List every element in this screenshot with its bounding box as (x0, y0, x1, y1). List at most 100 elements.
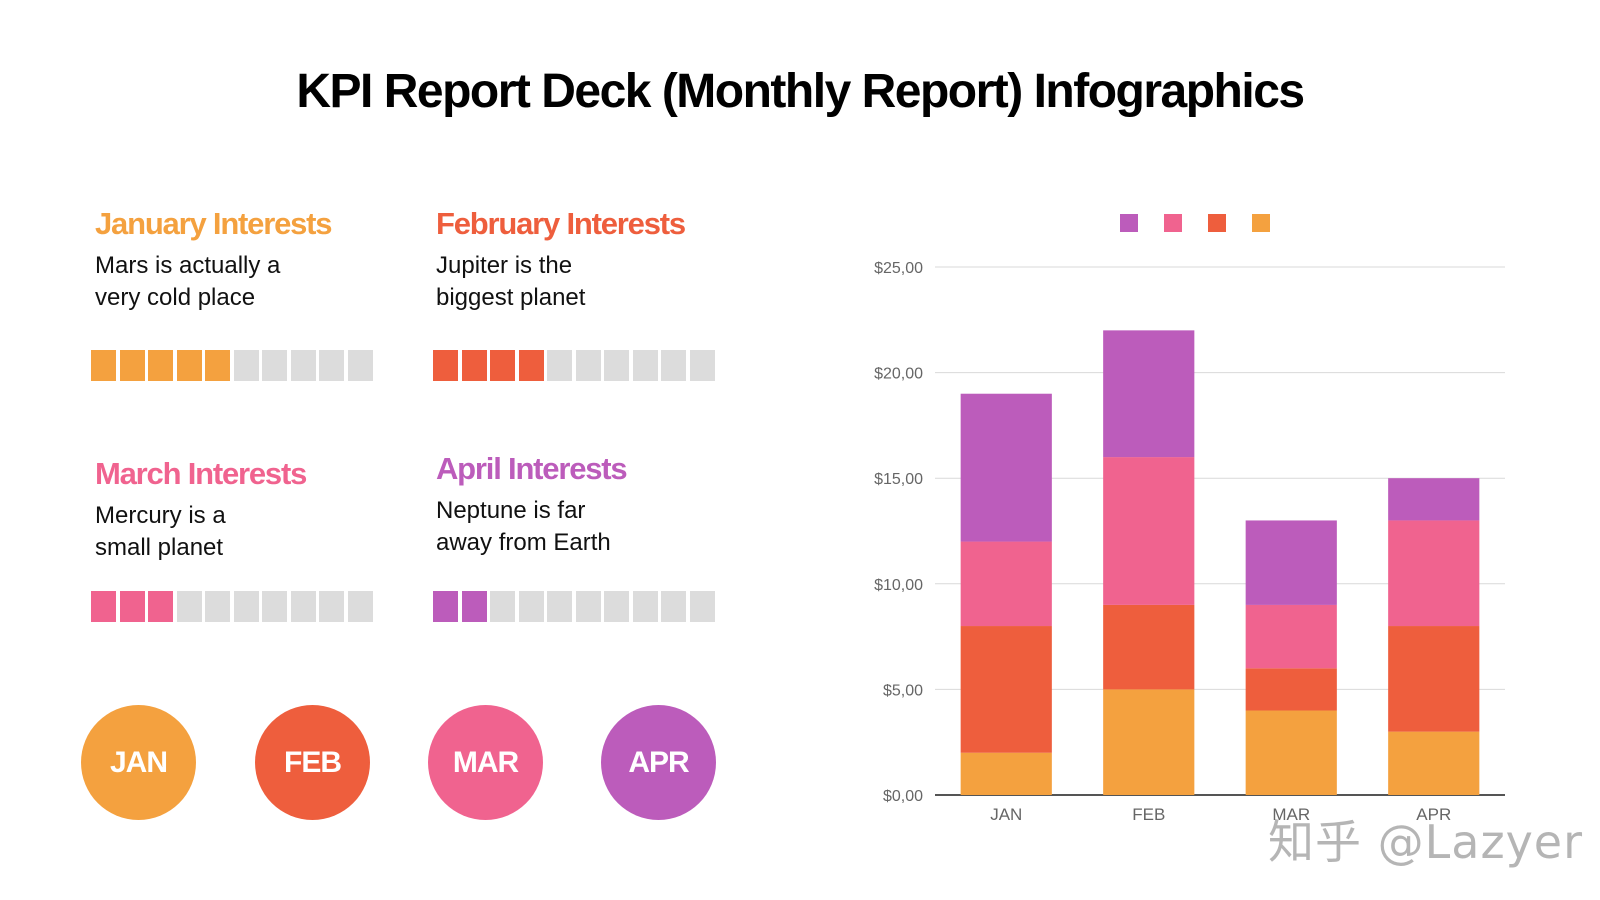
progress-cell-filled (518, 350, 544, 381)
progress-cell-filled (119, 350, 145, 381)
progress-cell-empty (319, 350, 344, 381)
progress-cell-empty (233, 591, 259, 622)
progress-cell-empty (575, 591, 601, 622)
bar-segment-mar-3 (1245, 520, 1337, 605)
legend-swatch (1252, 214, 1270, 232)
month-circle-apr: APR (601, 705, 716, 820)
progress-cell-empty (632, 350, 658, 381)
kpi-april: April Interests Neptune is far away from… (436, 451, 736, 559)
progress-cell-filled (433, 591, 458, 622)
kpi-description-line: Mercury is a (95, 502, 226, 529)
month-circle-feb: FEB (255, 705, 370, 820)
progress-cell-empty (319, 591, 344, 622)
x-tick-label: FEB (1132, 805, 1165, 824)
kpi-description: Mars is actually a very cold place (95, 250, 395, 314)
kpi-description-line: very cold place (95, 284, 256, 311)
progress-cell-filled (176, 350, 202, 381)
progress-cell-empty (233, 350, 259, 381)
progress-cell-empty (290, 591, 316, 622)
kpi-description: Jupiter is the biggest planet (436, 250, 736, 314)
kpi-progress-bar (433, 591, 718, 622)
x-tick-label: JAN (990, 805, 1022, 824)
progress-cell-filled (205, 350, 230, 381)
progress-cell-empty (547, 591, 572, 622)
progress-cell-empty (689, 350, 715, 381)
progress-cell-empty (262, 350, 287, 381)
bar-segment-mar-1 (1245, 668, 1337, 711)
progress-cell-empty (632, 591, 658, 622)
bar-segment-feb-0 (1103, 689, 1195, 795)
bar-segment-jan-1 (960, 626, 1052, 753)
x-tick-label: APR (1416, 805, 1451, 824)
kpi-january: January Interests Mars is actually a ver… (95, 206, 395, 314)
progress-cell-filled (148, 591, 173, 622)
kpi-progress-bar (91, 350, 376, 381)
month-circle-mar: MAR (428, 705, 543, 820)
progress-cell-filled (461, 350, 487, 381)
kpi-description-line: Mars is actually a (95, 252, 281, 279)
y-tick-label: $10,00 (874, 577, 923, 594)
bar-segment-apr-1 (1388, 626, 1480, 732)
y-tick-label: $20,00 (874, 366, 923, 383)
progress-cell-filled (490, 350, 515, 381)
bar-segment-jan-2 (960, 541, 1052, 627)
kpi-heading: March Interests (95, 456, 307, 491)
kpi-heading: January Interests (95, 206, 333, 241)
bar-segment-apr-3 (1388, 478, 1480, 521)
kpi-description-line: away from Earth (436, 529, 611, 556)
progress-cell-filled (461, 591, 487, 622)
progress-cell-empty (661, 591, 686, 622)
progress-cell-filled (148, 350, 173, 381)
chart-legend (1120, 214, 1296, 232)
progress-cell-filled (433, 350, 458, 381)
progress-cell-empty (547, 350, 572, 381)
page-title: KPI Report Deck (Monthly Report) Infogra… (296, 65, 1305, 118)
kpi-progress-bar (433, 350, 718, 381)
kpi-description: Mercury is a small planet (95, 500, 395, 564)
kpi-description-line: biggest planet (436, 284, 586, 311)
progress-cell-empty (661, 350, 686, 381)
y-tick-label: $5,00 (883, 682, 923, 699)
bar-segment-jan-3 (960, 393, 1052, 542)
bar-segment-jan-0 (960, 752, 1052, 795)
watermark: 知乎 @Lazyer (1268, 815, 1584, 869)
kpi-description-line: Neptune is far (436, 497, 586, 524)
legend-swatch (1208, 214, 1226, 232)
x-tick-label: MAR (1272, 805, 1310, 824)
kpi-description-line: small planet (95, 534, 224, 561)
progress-cell-empty (575, 350, 601, 381)
progress-cell-filled (91, 591, 116, 622)
progress-cell-filled (119, 591, 145, 622)
progress-cell-empty (490, 591, 515, 622)
progress-cell-empty (518, 591, 544, 622)
progress-cell-empty (290, 350, 316, 381)
y-tick-label: $15,00 (874, 471, 923, 488)
progress-cell-empty (604, 350, 629, 381)
bar-segment-apr-0 (1388, 731, 1480, 795)
bar-segment-mar-0 (1245, 710, 1337, 795)
progress-cell-empty (347, 350, 373, 381)
progress-cell-filled (91, 350, 116, 381)
kpi-progress-bar (91, 591, 376, 622)
bar-segment-mar-2 (1245, 604, 1337, 669)
kpi-description: Neptune is far away from Earth (436, 495, 736, 559)
progress-cell-empty (347, 591, 373, 622)
bar-segment-feb-2 (1103, 457, 1195, 605)
y-tick-label: $25,00 (874, 260, 923, 277)
kpi-heading: April Interests (436, 451, 628, 486)
progress-cell-empty (689, 591, 715, 622)
kpi-heading: February Interests (436, 206, 686, 241)
legend-swatch (1164, 214, 1182, 232)
legend-swatch (1120, 214, 1138, 232)
kpi-february: February Interests Jupiter is the bigges… (436, 206, 736, 314)
month-circle-jan: JAN (81, 705, 196, 820)
progress-cell-empty (176, 591, 202, 622)
bar-segment-feb-1 (1103, 604, 1195, 690)
kpi-description-line: Jupiter is the (436, 252, 573, 279)
kpi-march: March Interests Mercury is a small plane… (95, 456, 395, 564)
stacked-bar-chart: $0,00 $5,00 $10,00 $15,00 $20,00 $25,00 JAN FEB… (874, 260, 1505, 824)
progress-cell-empty (262, 591, 287, 622)
bar-segment-feb-3 (1103, 330, 1195, 458)
bar-segment-apr-2 (1388, 520, 1480, 627)
y-tick-label: $0,00 (883, 788, 923, 805)
